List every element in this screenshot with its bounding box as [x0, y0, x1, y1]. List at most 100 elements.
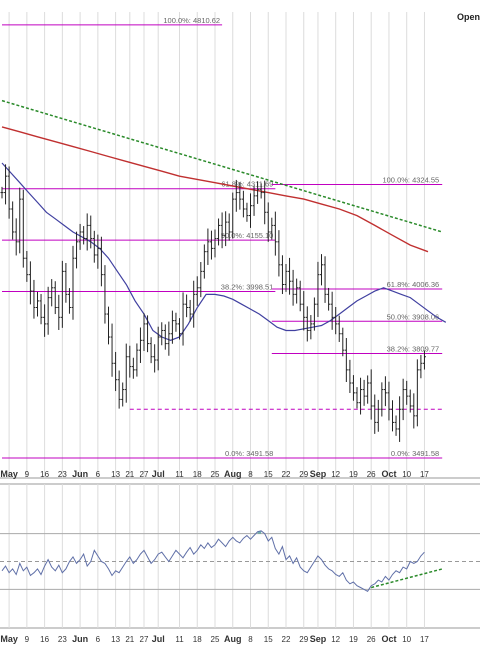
- x-tick-label: 18: [193, 470, 202, 479]
- price-bar: [170, 310, 174, 344]
- price-bar: [110, 323, 114, 377]
- x-tick-label: 17: [420, 635, 429, 644]
- price-bar: [107, 306, 110, 345]
- price-bar: [341, 327, 345, 357]
- price-bar: [231, 192, 235, 239]
- price-bar: [348, 359, 352, 394]
- x-tick-label: 29: [299, 635, 308, 644]
- price-bar: [419, 354, 423, 379]
- x-tick-label: 18: [193, 635, 202, 644]
- fib-level-label: 38.2%: 3998.51: [221, 283, 274, 292]
- price-bar: [50, 279, 54, 307]
- price-bar: [291, 269, 295, 306]
- price-bar: [142, 313, 146, 351]
- price-bar: [351, 375, 355, 401]
- price-bar: [359, 377, 363, 415]
- price-bar: [181, 292, 185, 346]
- x-tick-label: Jul: [152, 469, 165, 479]
- price-bar: [46, 286, 50, 335]
- price-bar: [249, 193, 252, 228]
- fib-level-label: 100.0%: 4810.62: [163, 16, 220, 25]
- price-bar: [316, 261, 320, 318]
- x-tick-label: Jul: [152, 634, 165, 644]
- x-tick-label: 10: [402, 470, 411, 479]
- price-bar: [213, 229, 217, 258]
- price-bar: [227, 213, 231, 241]
- price-bar: [217, 218, 221, 246]
- x-tick-label: 26: [367, 470, 376, 479]
- x-tick-label: 9: [25, 470, 30, 479]
- x-tick-label: Sep: [310, 469, 327, 479]
- price-bar: [320, 254, 323, 286]
- x-tick-label: 27: [140, 470, 149, 479]
- x-tick-label: Jun: [72, 634, 88, 644]
- x-tick-label: 19: [349, 470, 358, 479]
- x-tick-label: 17: [420, 470, 429, 479]
- fib-level-label: 0.0%: 3491.58: [225, 449, 273, 458]
- price-bar: [199, 262, 203, 298]
- price-bar: [302, 291, 306, 331]
- x-tick-label: Aug: [224, 634, 242, 644]
- price-bar: [85, 213, 89, 251]
- x-tick-label: 27: [140, 635, 149, 644]
- price-bar: [82, 226, 86, 245]
- price-bar: [376, 399, 380, 432]
- price-bar: [75, 231, 79, 269]
- x-tick-label: 23: [58, 635, 67, 644]
- price-bar: [288, 257, 292, 295]
- x-tick-label: Jun: [72, 469, 88, 479]
- price-bar: [128, 345, 132, 378]
- x-tick-label: 15: [264, 470, 273, 479]
- price-bar: [167, 321, 171, 356]
- price-bar: [387, 381, 391, 421]
- price-bar: [373, 394, 377, 434]
- x-tick-label: 26: [367, 635, 376, 644]
- fib-level-label: 61.8%: 4006.36: [387, 280, 440, 289]
- price-bar: [220, 212, 224, 249]
- price-bar: [124, 343, 128, 403]
- x-tick-label: 21: [125, 635, 134, 644]
- price-bar: [362, 379, 366, 406]
- price-bar: [67, 288, 71, 314]
- price-bar: [394, 415, 398, 436]
- price-bar: [4, 164, 8, 205]
- price-bar: [263, 180, 267, 225]
- x-tick-label: 22: [282, 635, 291, 644]
- price-bar: [401, 378, 405, 421]
- price-bar: [153, 344, 157, 373]
- price-bar: [277, 230, 281, 277]
- x-tick-label: Oct: [381, 469, 396, 479]
- price-bar: [60, 260, 64, 328]
- x-tick-label: 25: [211, 470, 220, 479]
- price-bar: [53, 281, 57, 315]
- price-bar: [92, 230, 96, 263]
- slow-moving-average-line: [1, 126, 429, 253]
- price-bar: [21, 189, 25, 268]
- price-bar: [156, 326, 160, 371]
- x-tick-label: May: [0, 634, 18, 644]
- price-bar: [280, 255, 284, 295]
- price-bar: [241, 190, 245, 218]
- price-bar: [131, 357, 135, 379]
- price-bar: [99, 236, 103, 287]
- price-bar: [163, 324, 167, 350]
- price-bar: [252, 185, 256, 216]
- open-label: Open: [456, 12, 480, 22]
- price-bar: [57, 294, 61, 330]
- price-bar: [344, 338, 348, 383]
- price-bar: [391, 400, 394, 432]
- price-bar: [39, 294, 43, 325]
- price-bar: [0, 186, 4, 199]
- price-bar: [121, 382, 125, 407]
- price-bar: [7, 166, 11, 219]
- price-bar: [312, 297, 316, 331]
- price-bar: [415, 359, 419, 427]
- x-tick-label: 9: [25, 635, 30, 644]
- price-bar: [273, 211, 277, 256]
- x-tick-label: 11: [175, 635, 184, 644]
- price-bar: [383, 376, 387, 407]
- oscillator-trendline: [371, 568, 443, 589]
- price-bar: [398, 396, 402, 442]
- price-bar: [103, 265, 107, 324]
- price-bar: [209, 230, 213, 260]
